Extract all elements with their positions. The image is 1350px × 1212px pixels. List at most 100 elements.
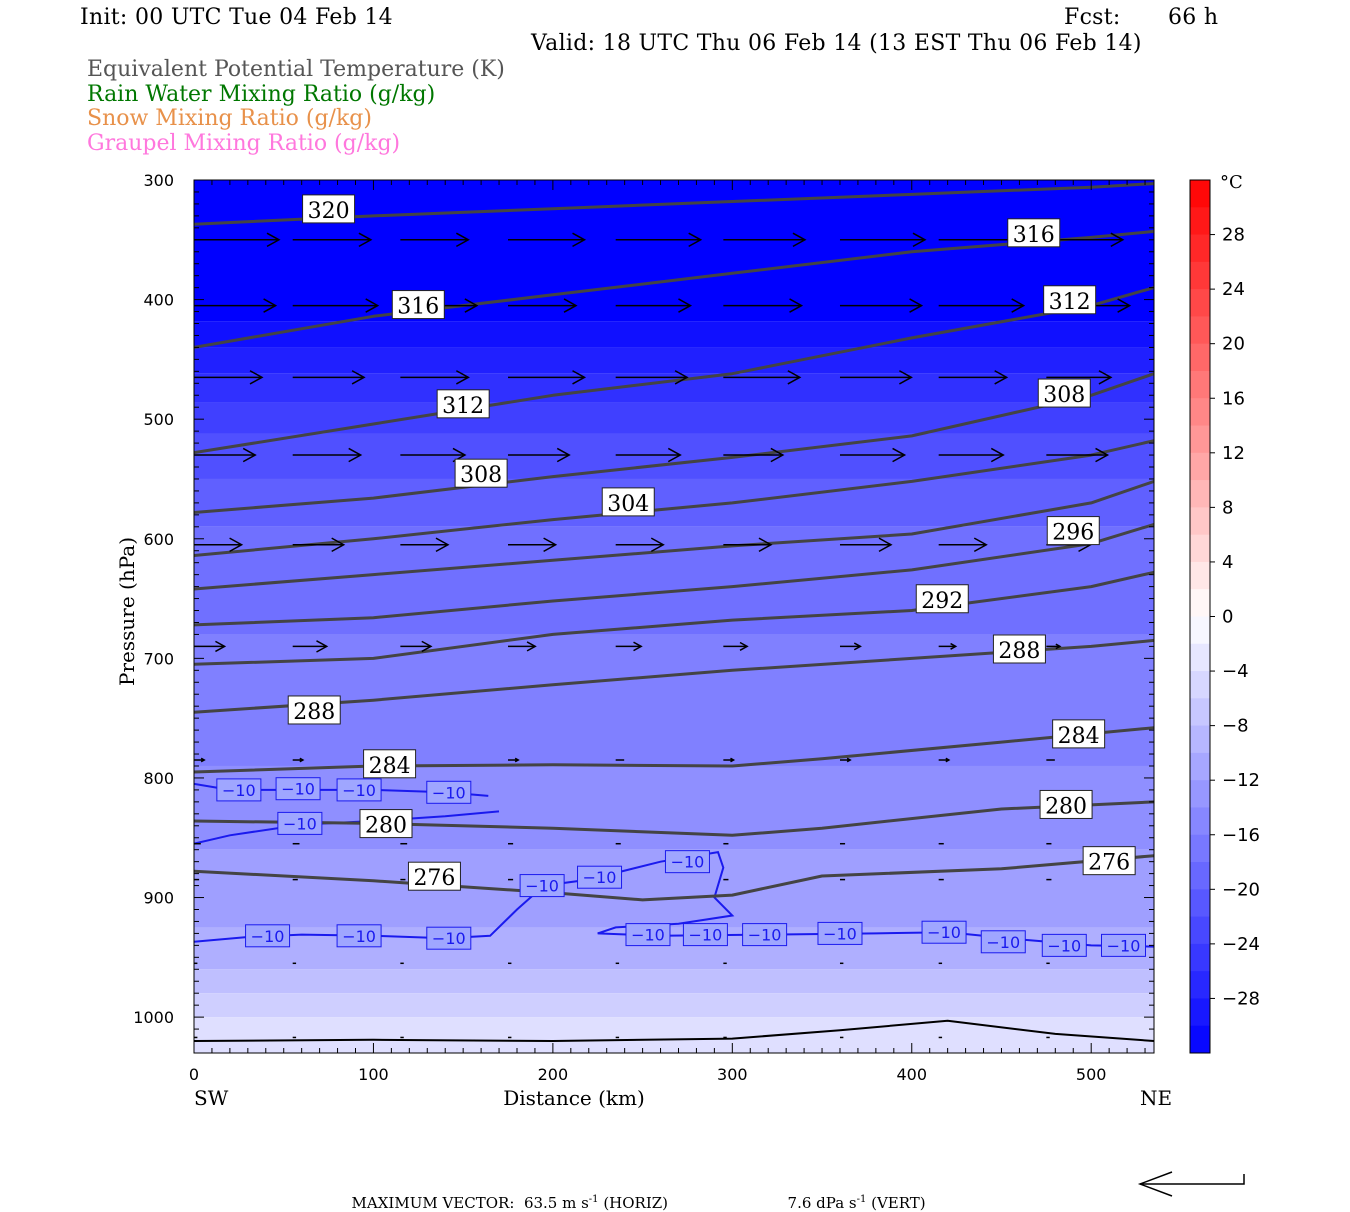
theta-e-284-label-box-1 bbox=[1052, 719, 1106, 749]
colorbar-swatch-5 bbox=[1190, 316, 1210, 345]
wind-head-1-8 bbox=[1117, 298, 1132, 313]
max-vector-text: MAXIMUM VECTOR: 63.5 m s-1 (HORIZ) bbox=[342, 1176, 669, 1212]
isotherm-label-14: −10 bbox=[823, 924, 857, 943]
colorbar-swatch-28 bbox=[1190, 943, 1210, 972]
wind-head-0-2 bbox=[455, 232, 470, 248]
colorbar-swatch-12 bbox=[1190, 507, 1210, 536]
colorbar-swatch-25 bbox=[1190, 862, 1210, 890]
wind-head-3-1 bbox=[348, 447, 363, 463]
colorbar-label-10: −12 bbox=[1222, 770, 1260, 791]
y-tick-label-900: 900 bbox=[143, 889, 174, 908]
legend-snow: Snow Mixing Ratio (g/kg) bbox=[87, 106, 372, 131]
colorbar-unit: °C bbox=[1220, 172, 1243, 193]
isotherm-label-0: −10 bbox=[222, 781, 256, 800]
theta-e-288-label-1: 288 bbox=[998, 639, 1040, 664]
y-tick-label-1000: 1000 bbox=[133, 1008, 174, 1027]
max-vector-label: MAXIMUM VECTOR: bbox=[351, 1194, 515, 1212]
isotherm-label-11: −10 bbox=[631, 926, 665, 945]
wind-head-0-6 bbox=[912, 232, 927, 248]
x-tick-label-100: 100 bbox=[358, 1065, 389, 1084]
max-vector-vert-text: 7.6 dPa s-1 (VERT) bbox=[778, 1176, 926, 1212]
colorbar-swatch-15 bbox=[1190, 589, 1210, 617]
wind-head-2-6 bbox=[899, 370, 913, 385]
colorbar-label-3: 16 bbox=[1222, 388, 1245, 409]
plot-border bbox=[193, 179, 1155, 1054]
wind-head-0-5 bbox=[792, 232, 807, 248]
x-tick-label-0: 0 bbox=[189, 1065, 199, 1084]
valid-time: Valid: 18 UTC Thu 06 Feb 14 (13 EST Thu … bbox=[531, 31, 1142, 56]
theta-e-284-label-0: 284 bbox=[369, 754, 411, 779]
colorbar-swatch-3 bbox=[1190, 261, 1210, 290]
colorbar-swatch-13 bbox=[1190, 534, 1210, 563]
isotherm-label-3: −10 bbox=[432, 783, 466, 802]
isotherm-label-box-6 bbox=[577, 865, 623, 889]
wind-head-0-9 bbox=[1210, 233, 1222, 246]
wind-head-1-6 bbox=[909, 298, 924, 313]
wind-head-5-1 bbox=[316, 640, 329, 653]
theta-e-316-line bbox=[194, 229, 1154, 349]
wind-head-5-5 bbox=[739, 641, 749, 651]
legend-graupel: Graupel Mixing Ratio (g/kg) bbox=[87, 131, 401, 156]
wind-head-0-4 bbox=[688, 232, 703, 248]
colorbar-swatch-26 bbox=[1190, 889, 1210, 918]
x-tick-label-400: 400 bbox=[896, 1065, 927, 1084]
theta-e-288-label-0: 288 bbox=[293, 700, 335, 725]
wind-head-3-0 bbox=[242, 447, 257, 463]
x-tick-label-200: 200 bbox=[538, 1065, 569, 1084]
colorbar-swatch-1 bbox=[1190, 207, 1210, 236]
theta-e-316-label-0: 316 bbox=[397, 295, 439, 320]
wind-head-4-5 bbox=[758, 537, 773, 553]
wind-head-1-0 bbox=[263, 298, 278, 313]
isotherm-label-17: −10 bbox=[1047, 936, 1081, 955]
colorbar-swatch-29 bbox=[1190, 971, 1210, 999]
wind-head-6-3 bbox=[514, 757, 520, 763]
isotherm-label-box-10 bbox=[426, 926, 472, 950]
wind-head-5-9 bbox=[1161, 645, 1164, 648]
wind-head-3-8 bbox=[1095, 447, 1110, 463]
colorbar-label-1: 24 bbox=[1222, 279, 1245, 300]
wind-head-6-5 bbox=[730, 757, 736, 763]
theta-e-284-label-1: 284 bbox=[1058, 724, 1100, 749]
horiz-suffix: (HORIZ) bbox=[598, 1194, 669, 1212]
theta-e-312-label-0: 312 bbox=[442, 394, 484, 419]
isotherm-label-box-4 bbox=[277, 811, 323, 835]
wind-head-5-2 bbox=[421, 640, 433, 653]
theta-e-320-label-box-0 bbox=[302, 194, 356, 224]
theta-e-280-label-1: 280 bbox=[1045, 794, 1087, 819]
wind-vectors bbox=[194, 232, 1222, 1039]
colorbar-label-7: 0 bbox=[1222, 607, 1233, 628]
theta-e-312-label-box-0 bbox=[436, 389, 490, 419]
isotherm-label-box-11 bbox=[625, 923, 671, 947]
y-axis-label: Pressure (hPa) bbox=[115, 537, 139, 686]
y-tick-label-300: 300 bbox=[143, 171, 174, 190]
theta-e-276-label-0: 276 bbox=[413, 866, 455, 891]
colorbar: °C 28 24 20 16 12 8 4 0 −4 −8 −12 −16 −20 −24 −28 bbox=[1189, 172, 1260, 1054]
wind-head-2-1 bbox=[351, 370, 366, 385]
colorbar-swatch-8 bbox=[1190, 398, 1210, 427]
colorbar-swatch-30 bbox=[1190, 998, 1210, 1027]
wind-head-5-7 bbox=[950, 642, 958, 650]
wind-head-3-4 bbox=[667, 447, 682, 463]
isotherm-label-13: −10 bbox=[748, 926, 782, 945]
theta-e-276-label-1: 276 bbox=[1088, 851, 1130, 876]
theta-e-296-label-0: 296 bbox=[1052, 521, 1094, 546]
temp-band-7 bbox=[194, 526, 1154, 635]
theta-e-288-line bbox=[194, 638, 1154, 714]
colorbar-swatch-22 bbox=[1190, 780, 1210, 808]
forecast-hour-value: 66 h bbox=[1168, 5, 1219, 30]
wind-head-0-0 bbox=[266, 232, 281, 248]
max-vector-arrow bbox=[1137, 1171, 1245, 1197]
temp-band-6 bbox=[194, 478, 1154, 527]
vert-value: 7.6 dPa s bbox=[787, 1194, 857, 1212]
wind-head-5-4 bbox=[633, 641, 643, 652]
y-tick-label-600: 600 bbox=[143, 530, 174, 549]
wind-head-2-5 bbox=[787, 370, 802, 385]
isotherm-label-box-17 bbox=[1041, 933, 1087, 957]
wind-head-0-1 bbox=[358, 232, 373, 248]
x-tick-label-500: 500 bbox=[1076, 1065, 1107, 1084]
colorbar-swatch-7 bbox=[1190, 370, 1210, 399]
colorbar-label-14: −28 bbox=[1222, 988, 1260, 1009]
theta-e-288-label-box-1 bbox=[992, 634, 1046, 664]
legend-rain: Rain Water Mixing Ratio (g/kg) bbox=[87, 82, 436, 107]
